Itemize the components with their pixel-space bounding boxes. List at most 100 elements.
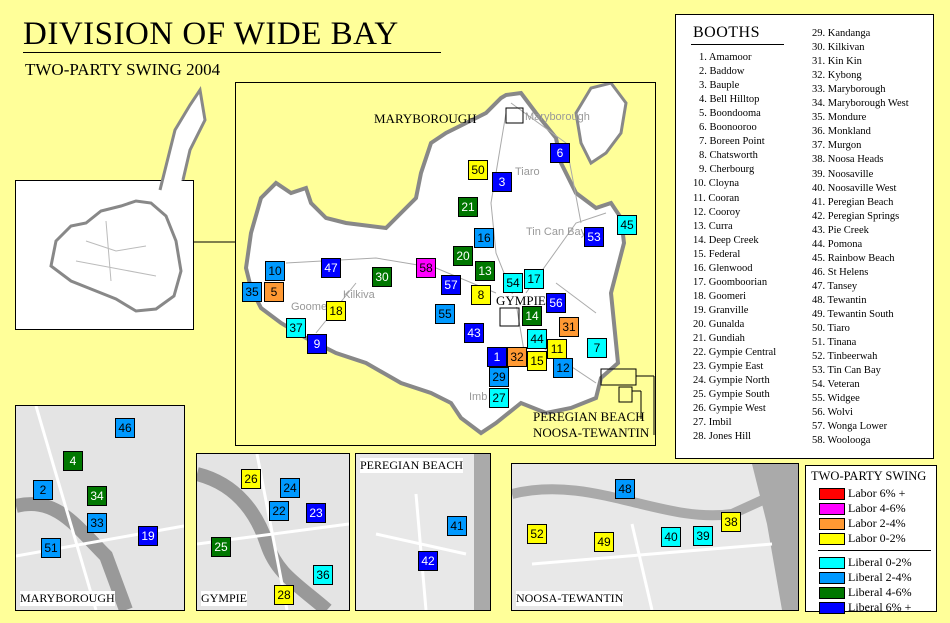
booth-marker-6: 6 [550, 143, 570, 163]
booth-marker-10: 10 [265, 261, 285, 281]
booth-marker-50: 50 [468, 160, 488, 180]
booth-list-item: 52. Tinbeerwah [812, 351, 878, 363]
legend-divider [818, 550, 931, 551]
place-tin-can-bay: Tin Can Bay [526, 226, 587, 238]
booth-marker-15: 15 [527, 351, 547, 371]
booth-marker-28: 28 [274, 585, 294, 605]
booth-list-item: 29. Kandanga [812, 28, 871, 39]
inset-noosa-tewantin: NOOSA-TEWANTIN [511, 463, 799, 611]
booth-list-item: 9. Cherbourg [699, 164, 755, 176]
booth-list-item: 28. Jones Hill [693, 431, 752, 443]
booth-list-item: 3. Bauple [699, 80, 740, 92]
booth-list-item: 24. Gympie North [693, 375, 770, 387]
booth-list: BOOTHS 1. Amamoor 2. Baddow 3. Bauple 4. Be… [675, 14, 934, 459]
booth-marker-19: 19 [138, 526, 158, 546]
legend-swatch [819, 572, 845, 585]
booth-marker-27: 27 [489, 388, 509, 408]
booth-marker-46: 46 [115, 418, 135, 438]
booth-list-item: 40. Noosaville West [812, 182, 897, 194]
booth-list-item: 55. Widgee [812, 393, 860, 405]
legend-swatch [819, 488, 845, 501]
title-underline [23, 52, 441, 53]
booth-marker-56: 56 [546, 293, 566, 313]
booth-list-item: 46. St Helens [812, 266, 869, 278]
booth-list-item: 31. Kin Kin [812, 56, 862, 68]
place-tiaro: Tiaro [515, 166, 540, 178]
booth-marker-37: 37 [286, 318, 306, 338]
booth-list-item: 25. Gympie South [693, 389, 770, 401]
inset-label-peregian-beach: PEREGIAN BEACH [360, 458, 464, 473]
booth-list-item: 20. Gunalda [693, 318, 745, 330]
legend-swatch [819, 518, 845, 531]
booth-list-item: 54. Veteran [812, 379, 860, 391]
legend-label: Liberal 4-6% [848, 585, 912, 599]
booth-marker-23: 23 [306, 503, 326, 523]
booth-list-item: 17. Goomboorian [693, 276, 768, 288]
booth-marker-18: 18 [326, 301, 346, 321]
booth-list-item: 47. Tansey [812, 280, 858, 292]
booth-list-item: 50. Tiaro [812, 323, 850, 335]
booth-list-item: 53. Tin Can Bay [812, 365, 881, 377]
legend-item: Labor 4-6% [819, 501, 906, 516]
booth-list-item: 22. Gympie Central [693, 347, 777, 359]
booth-marker-45: 45 [617, 215, 637, 235]
booth-list-item: 30. Kilkivan [812, 42, 865, 54]
map-title: DIVISION OF WIDE BAY [23, 16, 399, 52]
swing-legend: TWO-PARTY SWING Labor 6% + Labor 4-6% Labo… [805, 465, 937, 615]
legend-label: Liberal 2-4% [848, 570, 912, 584]
booth-list-item: 12. Cooroy [693, 206, 741, 218]
booth-list-item: 13. Curra [693, 220, 733, 232]
inset-peregian-beach: PEREGIAN BEACH [355, 453, 491, 611]
booth-marker-21: 21 [458, 197, 478, 217]
booth-list-item: 51. Tinana [812, 337, 857, 349]
legend-item: Labor 6% + [819, 486, 906, 501]
booth-marker-8: 8 [471, 285, 491, 305]
booth-marker-41: 41 [447, 516, 467, 536]
booth-marker-51: 51 [41, 538, 61, 558]
booth-list-item: 27. Imbil [693, 417, 732, 429]
booth-marker-7: 7 [587, 338, 607, 358]
booth-list-item: 56. Wolvi [812, 407, 853, 419]
label-peregian-beach: PEREGIAN BEACH [533, 409, 645, 424]
booth-marker-9: 9 [307, 334, 327, 354]
booth-marker-30: 30 [372, 267, 392, 287]
booth-marker-47: 47 [321, 258, 341, 278]
overview-shape [49, 199, 183, 313]
booth-list-item: 11. Cooran [693, 192, 740, 204]
booth-list-item: 44. Pomona [812, 238, 863, 250]
legend-item: Liberal 0-2% [819, 555, 912, 570]
legend-label: Liberal 6% + [848, 600, 912, 614]
booth-list-item: 35. Mondure [812, 112, 867, 124]
legend-swatch [819, 503, 845, 516]
booth-marker-44: 44 [527, 329, 547, 349]
booth-list-item: 43. Pie Creek [812, 224, 869, 236]
booth-marker-29: 29 [489, 367, 509, 387]
booth-marker-36: 36 [313, 565, 333, 585]
booth-marker-17: 17 [524, 269, 544, 289]
booth-marker-14: 14 [522, 306, 542, 326]
place-imbil: Imb [469, 391, 488, 403]
legend-item: Liberal 6% + [819, 600, 912, 615]
legend-label: Labor 6% + [848, 486, 906, 500]
place-goomeri: Goome [291, 301, 328, 313]
booth-marker-5: 5 [264, 282, 284, 302]
map-subtitle: TWO-PARTY SWING 2004 [25, 60, 221, 79]
legend-swatch [819, 602, 845, 615]
legend-swatch [819, 557, 845, 570]
booth-marker-34: 34 [87, 486, 107, 506]
booth-list-item: 19. Granville [693, 304, 749, 316]
booth-marker-53: 53 [584, 227, 604, 247]
booth-list-item: 37. Murgon [812, 140, 862, 152]
legend-item: Labor 0-2% [819, 531, 906, 546]
label-maryborough: MARYBOROUGH [374, 111, 477, 126]
legend-item: Liberal 2-4% [819, 570, 912, 585]
booth-marker-25: 25 [211, 537, 231, 557]
booth-list-item: 38. Noosa Heads [812, 154, 884, 166]
legend-item: Liberal 4-6% [819, 585, 912, 600]
booth-marker-54: 54 [503, 273, 523, 293]
overview-map [15, 180, 194, 330]
booth-marker-48: 48 [615, 479, 635, 499]
booth-marker-4: 4 [63, 451, 83, 471]
booth-marker-22: 22 [269, 501, 289, 521]
